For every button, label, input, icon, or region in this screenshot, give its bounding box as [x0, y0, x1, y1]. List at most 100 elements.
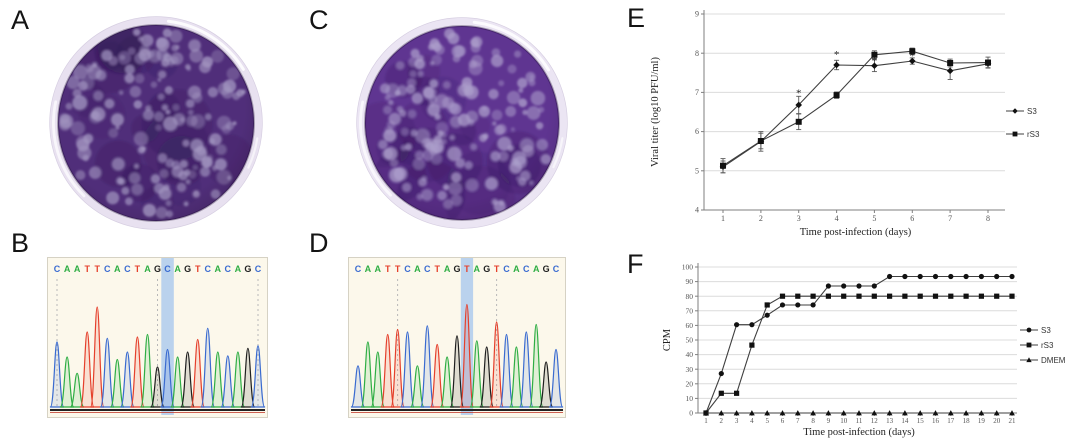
- svg-text:G: G: [543, 264, 550, 274]
- svg-text:3: 3: [797, 214, 801, 223]
- series-S3: [703, 273, 1015, 416]
- panel-label-a: A: [11, 5, 30, 35]
- series-rS3: [720, 47, 991, 174]
- viral-titer-chart: 4 5 6 7 8 9 1 2 3 4 5 6 7 8 * * * * Time post-infection (d…: [650, 10, 1040, 238]
- svg-text:A: A: [215, 264, 222, 274]
- svg-text:S3: S3: [1041, 326, 1051, 335]
- svg-text:G: G: [483, 264, 490, 274]
- y-axis-label: CPM: [662, 328, 673, 351]
- svg-text:6: 6: [781, 417, 785, 425]
- svg-text:A: A: [365, 264, 372, 274]
- svg-text:A: A: [114, 264, 121, 274]
- svg-text:0: 0: [689, 409, 693, 418]
- svg-text:T: T: [195, 264, 201, 274]
- svg-text:T: T: [395, 264, 401, 274]
- y-axis-ticks: 4 5 6 7 8 9: [695, 10, 704, 215]
- svg-text:A: A: [474, 264, 481, 274]
- svg-text:19: 19: [978, 417, 986, 425]
- svg-text:7: 7: [695, 88, 699, 97]
- svg-text:8: 8: [695, 49, 699, 58]
- svg-text:6: 6: [910, 214, 914, 223]
- svg-text:A: A: [444, 264, 451, 274]
- svg-text:1: 1: [704, 417, 708, 425]
- svg-text:C: C: [104, 264, 111, 274]
- svg-text:50: 50: [686, 336, 694, 345]
- svg-text:C: C: [553, 264, 560, 274]
- plaque-assay-dish-c: [356, 17, 568, 229]
- svg-text:60: 60: [686, 321, 694, 330]
- svg-text:16: 16: [932, 417, 940, 425]
- x-axis-ticks: 1 2 3 4 5 6 7 8: [721, 210, 990, 223]
- y-axis-ticks: 0 10 20 30 40 50 60 70 80 90 100: [682, 263, 698, 418]
- gridlines: [704, 13, 1005, 172]
- svg-text:C: C: [225, 264, 232, 274]
- trace-peaks: [350, 303, 564, 408]
- y-axis-label: Viral titer (log10 PFU/ml): [650, 57, 661, 167]
- svg-text:9: 9: [827, 417, 831, 425]
- legend: S3 rS3: [1006, 107, 1040, 139]
- trace-peaks: [49, 306, 266, 408]
- svg-text:T: T: [464, 264, 470, 274]
- svg-text:12: 12: [871, 417, 879, 425]
- svg-text:A: A: [64, 264, 71, 274]
- svg-text:S3: S3: [1027, 107, 1037, 116]
- plaque-assay-dish-a: [49, 16, 263, 230]
- svg-text:T: T: [494, 264, 500, 274]
- legend: S3 rS3 DMEM: [1020, 326, 1066, 365]
- svg-text:*: *: [872, 55, 878, 67]
- svg-text:4: 4: [695, 206, 699, 215]
- svg-text:5: 5: [695, 166, 699, 175]
- svg-text:A: A: [144, 264, 151, 274]
- svg-text:G: G: [453, 264, 460, 274]
- svg-text:G: G: [244, 264, 251, 274]
- svg-text:T: T: [434, 264, 440, 274]
- svg-text:T: T: [385, 264, 391, 274]
- svg-text:rS3: rS3: [1041, 341, 1054, 350]
- svg-text:14: 14: [901, 417, 909, 425]
- svg-text:T: T: [84, 264, 90, 274]
- svg-text:C: C: [204, 264, 211, 274]
- svg-text:C: C: [424, 264, 431, 274]
- series-DMEM: [703, 410, 1015, 416]
- svg-text:2: 2: [759, 214, 763, 223]
- svg-text:6: 6: [695, 127, 699, 136]
- significance-asterisks: * * * *: [796, 49, 915, 99]
- svg-text:17: 17: [947, 417, 955, 425]
- svg-text:*: *: [834, 49, 840, 61]
- svg-text:C: C: [523, 264, 530, 274]
- svg-text:A: A: [414, 264, 421, 274]
- svg-text:2: 2: [720, 417, 724, 425]
- svg-text:4: 4: [835, 214, 839, 223]
- x-axis-label: Time post-infection (days): [800, 227, 912, 238]
- svg-text:C: C: [355, 264, 362, 274]
- panel-label-c: C: [309, 5, 329, 35]
- svg-text:T: T: [94, 264, 100, 274]
- svg-text:C: C: [255, 264, 262, 274]
- panel-label-f: F: [627, 249, 644, 279]
- svg-text:10: 10: [840, 417, 848, 425]
- svg-text:A: A: [235, 264, 242, 274]
- svg-text:20: 20: [686, 379, 694, 388]
- svg-text:10: 10: [686, 394, 694, 403]
- svg-text:A: A: [375, 264, 382, 274]
- svg-text:30: 30: [686, 365, 694, 374]
- svg-text:9: 9: [695, 10, 699, 19]
- svg-text:A: A: [74, 264, 81, 274]
- svg-text:C: C: [404, 264, 411, 274]
- svg-text:A: A: [533, 264, 540, 274]
- svg-text:*: *: [910, 50, 916, 62]
- svg-text:80: 80: [686, 292, 694, 301]
- svg-text:G: G: [154, 264, 161, 274]
- svg-text:8: 8: [986, 214, 990, 223]
- svg-text:1: 1: [721, 214, 725, 223]
- svg-text:20: 20: [993, 417, 1001, 425]
- svg-text:21: 21: [1009, 417, 1017, 425]
- svg-text:8: 8: [811, 417, 815, 425]
- svg-text:C: C: [124, 264, 131, 274]
- svg-text:DMEM: DMEM: [1041, 356, 1066, 365]
